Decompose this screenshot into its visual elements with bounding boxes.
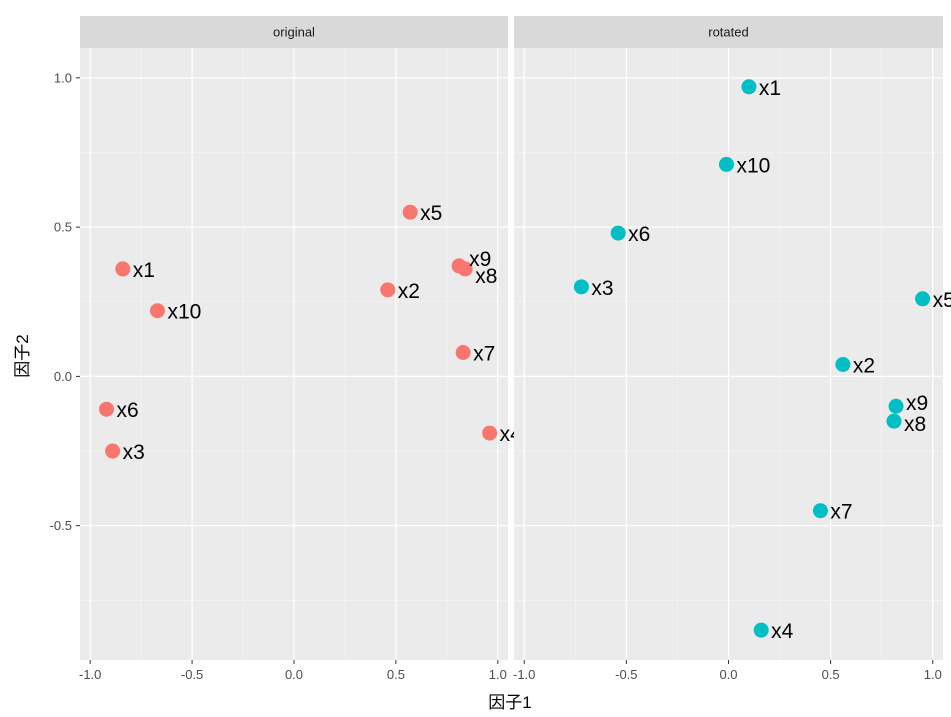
data-label-x4: x4 [771, 620, 794, 643]
data-label-x2: x2 [853, 354, 875, 377]
panel-original: original-1.0 -0.5 0.0 0.5 1.0x1x2x3x4x5x6x7x… [79, 16, 522, 682]
data-label-x5: x5 [420, 202, 442, 225]
data-label-x2: x2 [398, 280, 420, 303]
data-point-x9 [451, 258, 467, 274]
data-point-x6 [610, 225, 626, 241]
x-axis-title: 因子1 [488, 693, 531, 712]
data-label-x5: x5 [933, 289, 951, 312]
data-point-x10 [149, 303, 165, 319]
data-label-x7: x7 [473, 343, 495, 366]
data-label-x10: x10 [736, 154, 770, 177]
data-point-x8 [886, 413, 902, 429]
data-point-x6 [98, 401, 114, 417]
x-tick-label: -1.0 [513, 667, 535, 682]
data-point-x9 [888, 398, 904, 414]
data-label-x3: x3 [591, 277, 613, 300]
y-tick-label: -0.5 [50, 518, 72, 533]
data-label-x6: x6 [628, 223, 650, 246]
data-point-x1 [115, 261, 131, 277]
facet-strip-title: original [273, 25, 315, 40]
x-tick-label: -1.0 [79, 667, 101, 682]
data-point-x4 [753, 622, 769, 638]
data-point-x7 [455, 345, 471, 361]
data-point-x3 [573, 279, 589, 295]
data-point-x2 [380, 282, 396, 298]
data-label-x3: x3 [123, 441, 145, 464]
facet-strip [514, 16, 943, 48]
x-tick-label: 1.0 [489, 667, 507, 682]
x-tick-label: 0.5 [822, 667, 840, 682]
x-tick-label: 0.0 [285, 667, 303, 682]
x-tick-label: -0.5 [181, 667, 203, 682]
data-label-x8: x8 [475, 265, 497, 288]
data-point-x5 [402, 204, 418, 220]
data-point-x1 [741, 79, 757, 95]
facet-strip-title: rotated [708, 25, 748, 40]
y-tick-label: 0.0 [54, 369, 72, 384]
data-point-x4 [482, 425, 498, 441]
data-point-x2 [835, 356, 851, 372]
data-label-x8: x8 [904, 413, 926, 436]
data-point-x7 [812, 503, 828, 519]
data-point-x10 [718, 156, 734, 172]
x-tick-label: 0.5 [387, 667, 405, 682]
data-label-x1: x1 [759, 77, 781, 100]
data-label-x7: x7 [830, 501, 852, 524]
y-tick-label: 0.5 [54, 220, 72, 235]
y-axis-title: 因子2 [13, 334, 32, 377]
data-label-x9: x9 [906, 392, 928, 415]
x-tick-label: 1.0 [924, 667, 942, 682]
data-label-x9: x9 [469, 248, 491, 271]
panel-rotated: rotated -1.0 -0.5 0.0 0.5 1.0 x1 x2 x3 x4 x5 x6 x7 x8… [513, 16, 951, 682]
data-label-x6: x6 [116, 399, 138, 422]
x-tick-label: -0.5 [615, 667, 637, 682]
data-point-x3 [105, 443, 121, 459]
x-tick-label: 0.0 [719, 667, 737, 682]
y-tick-label: 1.0 [54, 70, 72, 85]
facet-strip [80, 16, 508, 48]
data-point-x5 [915, 291, 931, 307]
data-label-x1: x1 [133, 259, 155, 282]
data-label-x10: x10 [167, 301, 201, 324]
